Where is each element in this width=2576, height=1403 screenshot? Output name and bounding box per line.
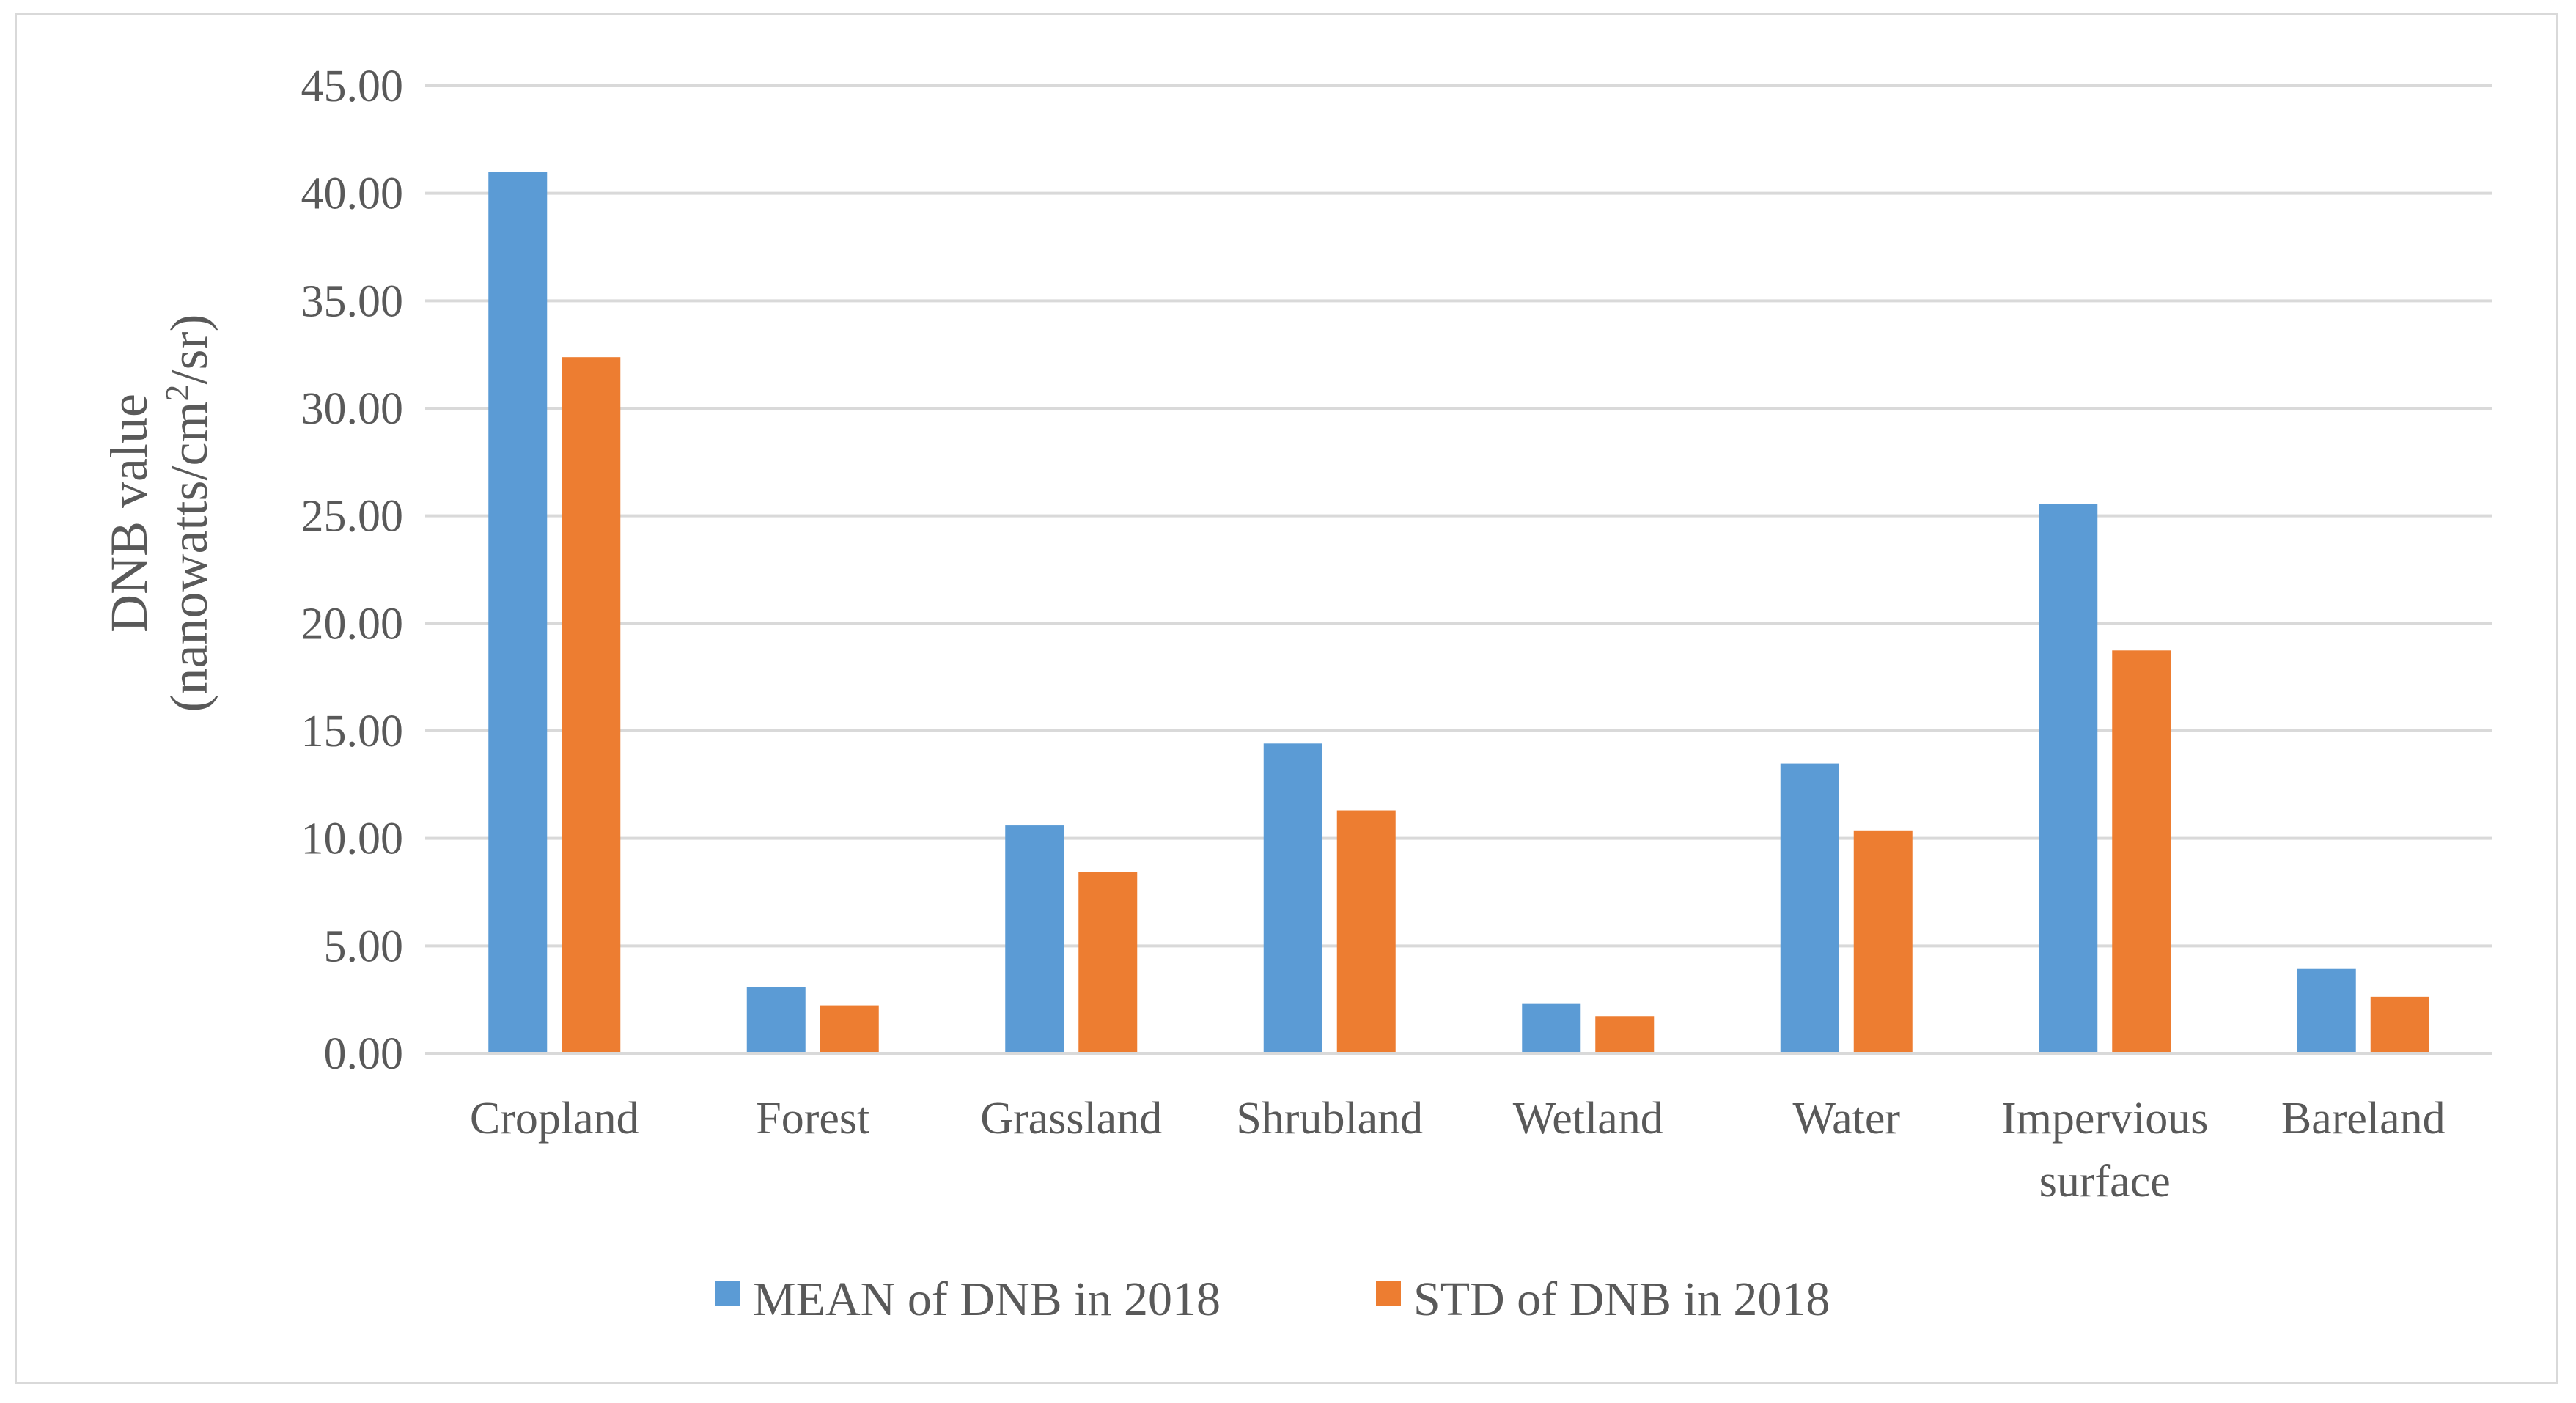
x-category-label: Forest: [756, 1094, 869, 1144]
gridlines: [425, 84, 2492, 948]
x-category-label: Grassland: [980, 1094, 1162, 1144]
bar-mean-grassland: [1005, 825, 1064, 1053]
y-tick-label: 45.00: [301, 62, 404, 111]
bar-mean-shrubland: [1263, 743, 1322, 1053]
bar-std-shrubland: [1336, 810, 1396, 1053]
y-tick-label: 25.00: [301, 492, 404, 542]
y-axis-ticks: 0.00 5.00 10.00 15.00 20.00 25.00 30.00 35.00 40…: [301, 62, 404, 1079]
bar-std-grassland: [1078, 872, 1138, 1053]
bar-std-water: [1853, 830, 1913, 1053]
bar-mean-bareland: [2297, 968, 2356, 1053]
y-axis-title: DNB value (nanowatts/cm2/sr): [100, 314, 218, 712]
bars: [488, 172, 2429, 1054]
y-tick-label: 15.00: [301, 707, 404, 756]
y-tick-label: 5.00: [324, 921, 404, 971]
y-axis-title-line2: (nanowatts/cm2/sr): [158, 314, 219, 712]
y-tick-label: 10.00: [301, 814, 404, 864]
x-category-label: Impervious surface: [2001, 1094, 2208, 1207]
bar-std-wetland: [1595, 1016, 1655, 1053]
bar-std-bareland: [2370, 996, 2429, 1053]
x-category-label: Cropland: [470, 1094, 639, 1144]
bar-mean-impervious-surface: [2039, 504, 2098, 1053]
y-axis-title-line1: DNB value: [100, 394, 158, 633]
y-tick-label: 0.00: [324, 1029, 404, 1079]
legend-swatch-std: [1376, 1281, 1401, 1306]
bar-std-forest: [820, 1005, 879, 1053]
y-tick-label: 30.00: [301, 384, 404, 434]
bar-std-impervious-surface: [2112, 650, 2171, 1053]
bar-mean-water: [1780, 763, 1839, 1053]
bar-mean-forest: [746, 987, 806, 1053]
bar-std-cropland: [562, 357, 621, 1054]
x-axis-categories: Cropland Forest Grassland Shrubland Wetland W…: [470, 1094, 2446, 1207]
x-category-label: Shrubland: [1236, 1094, 1423, 1144]
y-tick-label: 40.00: [301, 169, 404, 219]
y-tick-label: 35.00: [301, 276, 404, 326]
bar-mean-wetland: [1522, 1003, 1581, 1053]
legend-label-std: STD of DNB in 2018: [1413, 1273, 1830, 1326]
x-category-label: Bareland: [2281, 1094, 2446, 1144]
legend: MEAN of DNB in 2018 STD of DNB in 2018: [715, 1273, 1830, 1326]
y-tick-label: 20.00: [301, 599, 404, 649]
x-category-label: Wetland: [1513, 1094, 1663, 1144]
bar-mean-cropland: [488, 172, 548, 1053]
x-category-label: Water: [1793, 1094, 1901, 1144]
legend-swatch-mean: [715, 1281, 740, 1306]
legend-label-mean: MEAN of DNB in 2018: [753, 1273, 1221, 1326]
